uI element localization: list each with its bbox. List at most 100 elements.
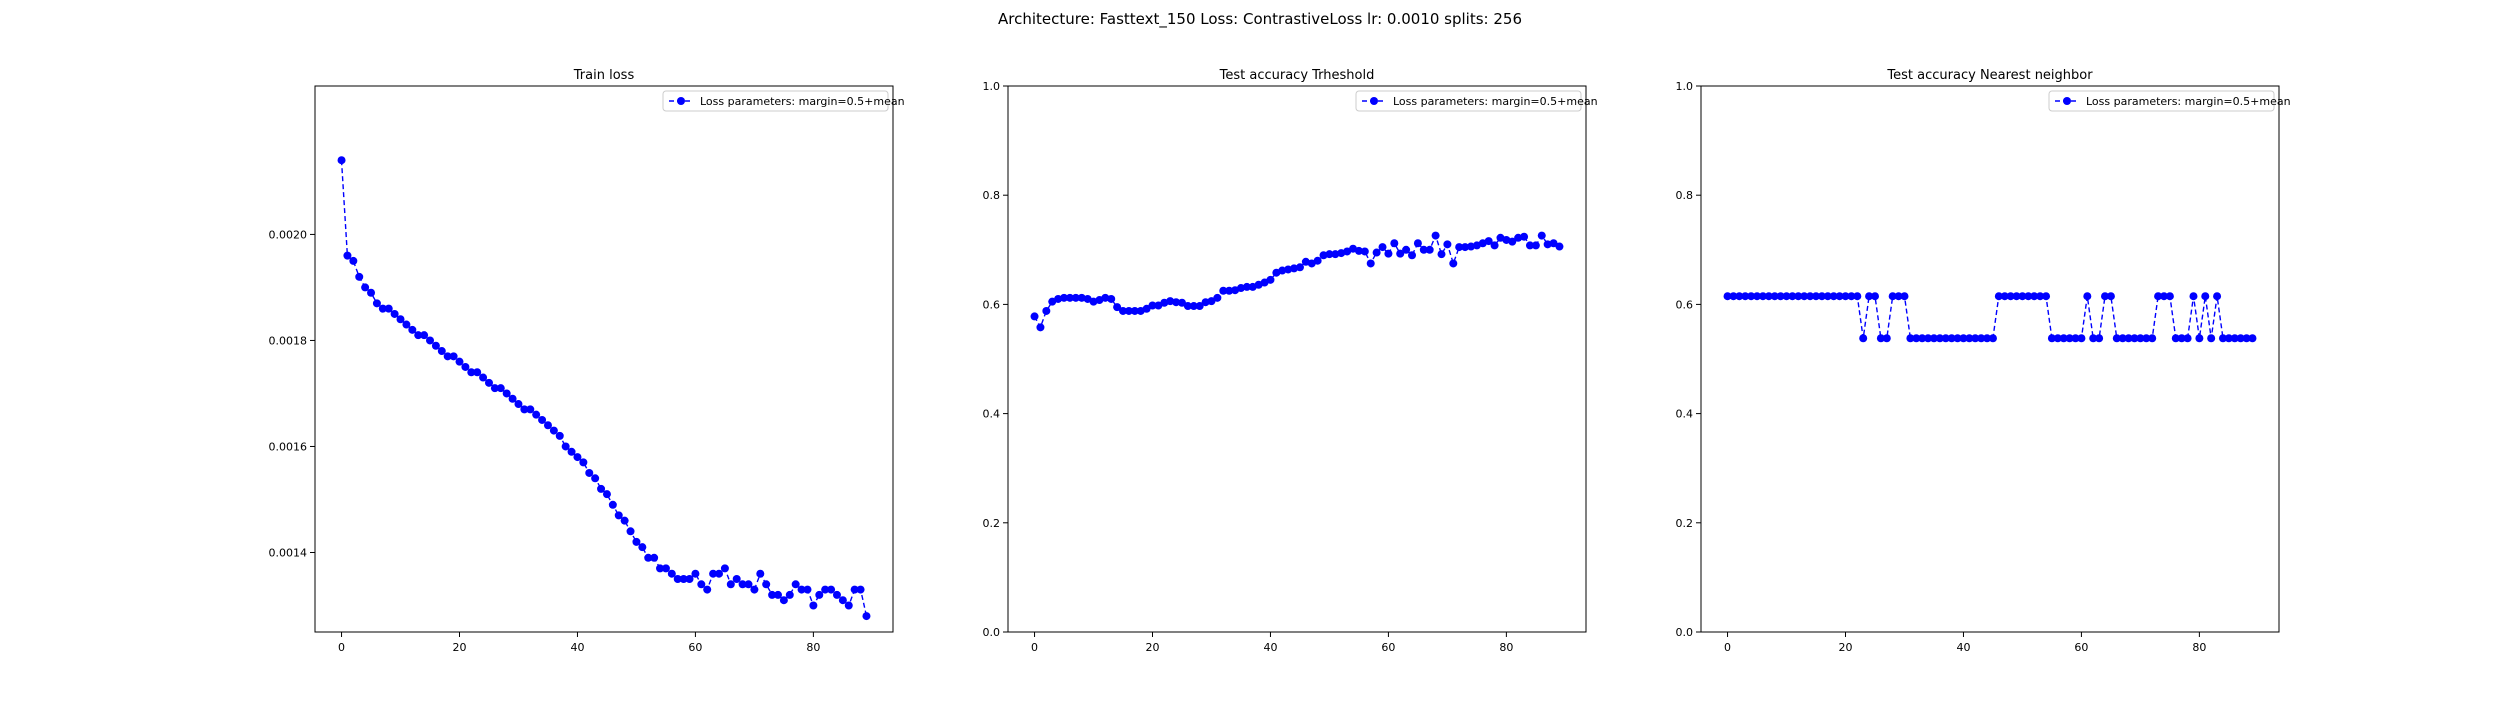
chart-3: Test accuracy Nearest neighbor 0 20 40 60 80 0… — [1676, 68, 2291, 654]
data-point — [1331, 250, 1340, 259]
y-tick-label: 0.6 — [983, 298, 1001, 311]
data-point — [602, 490, 611, 499]
legend-label: Loss parameters: margin=0.5+mean — [1393, 95, 1598, 108]
data-point — [426, 336, 435, 345]
data-point — [1994, 292, 2003, 301]
data-point — [661, 564, 670, 573]
data-point — [638, 543, 647, 552]
data-point — [1812, 292, 1821, 301]
data-point — [1107, 294, 1116, 303]
data-point — [484, 378, 493, 387]
chart-title: Test accuracy Nearest neighbor — [1886, 68, 2093, 83]
data-point — [1425, 245, 1434, 254]
data-point — [1543, 240, 1552, 249]
data-point — [2218, 334, 2227, 343]
data-point — [2083, 292, 2092, 301]
data-point — [2142, 334, 2151, 343]
data-point — [2195, 334, 2204, 343]
data-point — [1354, 246, 1363, 255]
data-point — [1776, 292, 1785, 301]
data-point — [449, 352, 458, 361]
data-point — [2159, 292, 2168, 301]
data-point — [355, 272, 364, 281]
legend-label: Loss parameters: margin=0.5+mean — [2086, 95, 2291, 108]
chart-1: Train loss 0 20 40 60 80 0.0014 0.0016 0.0018 0.0… — [269, 68, 905, 654]
data-point — [1124, 306, 1133, 315]
x-tick-label: 80 — [1499, 641, 1513, 654]
legend-box — [662, 90, 889, 112]
y-tick-label: 0.0 — [1676, 626, 1694, 639]
data-point — [555, 431, 564, 440]
data-point — [543, 421, 552, 430]
data-point — [620, 516, 629, 525]
data-point — [815, 590, 824, 599]
data-point — [809, 601, 818, 610]
data-point — [1747, 292, 1756, 301]
x-tick-label: 80 — [2192, 641, 2206, 654]
data-point — [1313, 256, 1322, 265]
data-point — [597, 484, 606, 493]
data-point — [679, 574, 688, 583]
x-tick-label: 0 — [1031, 641, 1038, 654]
data-point — [2154, 292, 2163, 301]
data-point — [2059, 334, 2068, 343]
data-point — [1882, 334, 1891, 343]
data-point — [844, 601, 853, 610]
data-point — [691, 569, 700, 578]
data-point — [1971, 334, 1980, 343]
data-point — [372, 299, 381, 308]
data-point — [396, 315, 405, 324]
data-point — [1378, 243, 1387, 252]
data-point — [1912, 334, 1921, 343]
data-point — [2047, 334, 2056, 343]
chart-title: Train loss — [573, 68, 635, 83]
data-point — [2042, 292, 2051, 301]
data-point — [762, 580, 771, 589]
y-tick-label: 0.0016 — [269, 440, 308, 453]
data-point — [732, 574, 741, 583]
data-point — [1360, 247, 1369, 256]
x-tick-label: 40 — [570, 641, 584, 654]
data-point — [1030, 312, 1039, 321]
data-point — [821, 585, 830, 594]
data-point — [720, 564, 729, 573]
data-point — [1924, 334, 1933, 343]
data-point — [1461, 243, 1470, 252]
legend-box — [2048, 90, 2275, 112]
legend-marker — [1370, 97, 1378, 105]
data-point — [420, 331, 429, 340]
data-point — [667, 569, 676, 578]
data-point — [1764, 292, 1773, 301]
data-point — [508, 394, 517, 403]
data-point — [1835, 292, 1844, 301]
data-point — [1508, 237, 1517, 246]
data-point — [756, 569, 765, 578]
data-point — [367, 288, 376, 297]
data-point — [1876, 334, 1885, 343]
chart-2: Test accuracy Trheshold 0 20 40 60 80 0.0 0.2 0.… — [983, 68, 1598, 654]
data-point — [2012, 292, 2021, 301]
data-point — [567, 447, 576, 456]
figure-suptitle: Architecture: Fasttext_150 Loss: Contras… — [997, 10, 1523, 28]
data-point — [1782, 292, 1791, 301]
data-point — [1219, 286, 1228, 295]
x-tick-label: 80 — [806, 641, 820, 654]
data-point — [1036, 323, 1045, 332]
data-point — [1101, 293, 1110, 302]
data-point — [1466, 242, 1475, 251]
data-point — [1130, 306, 1139, 315]
data-point — [390, 309, 399, 318]
data-point — [1242, 282, 1251, 291]
data-point — [1284, 265, 1293, 274]
data-point — [1319, 251, 1328, 260]
data-point — [1372, 248, 1381, 257]
data-point — [632, 537, 641, 546]
data-point — [1225, 286, 1234, 295]
data-point — [1514, 233, 1523, 242]
data-point — [1770, 292, 1779, 301]
data-point — [2236, 334, 2245, 343]
y-tick-label: 1.0 — [1676, 80, 1694, 93]
data-point — [2065, 334, 2074, 343]
y-tick-label: 0.2 — [1676, 517, 1694, 530]
